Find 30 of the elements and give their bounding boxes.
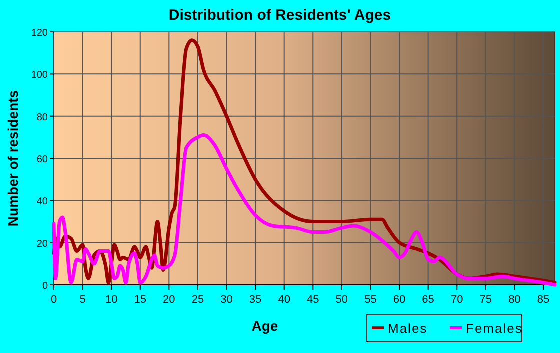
y-axis-title: Number of residents [5,90,21,227]
x-tick-label: 40 [278,294,290,306]
x-tick-label: 0 [50,294,58,306]
y-tick-label: 100 [31,70,48,82]
y-tick-label: 60 [36,154,48,166]
x-tick-label: 70 [450,294,464,306]
y-tick-label: 80 [36,112,48,124]
x-tick-label: 75 [480,294,492,306]
legend-label: Males [388,321,428,336]
x-tick-label: 5 [80,294,86,306]
x-tick-label: 45 [307,294,320,306]
x-axis-title: Age [252,318,278,334]
x-tick-label: 15 [134,294,147,306]
x-tick-label: 85 [537,294,550,306]
x-tick-label: 25 [192,294,204,306]
x-tick-label: 65 [422,294,434,306]
x-tick-label: 35 [249,294,262,306]
legend-label: Females [466,321,523,336]
x-tick-label: 10 [105,294,118,306]
y-tick-label: 40 [36,196,48,208]
y-tick-label: 120 [31,28,48,39]
x-tick-label: 80 [508,294,521,306]
x-tick-label: 55 [364,294,377,306]
y-tick-label: 20 [36,238,48,250]
chart-title: Distribution of Residents' Ages [168,7,392,24]
x-tick-label: 50 [336,294,348,306]
x-tick-label: 30 [220,294,233,306]
x-tick-label: 60 [393,294,406,306]
x-tick-label: 20 [163,294,176,306]
y-tick-label: 0 [42,281,48,292]
